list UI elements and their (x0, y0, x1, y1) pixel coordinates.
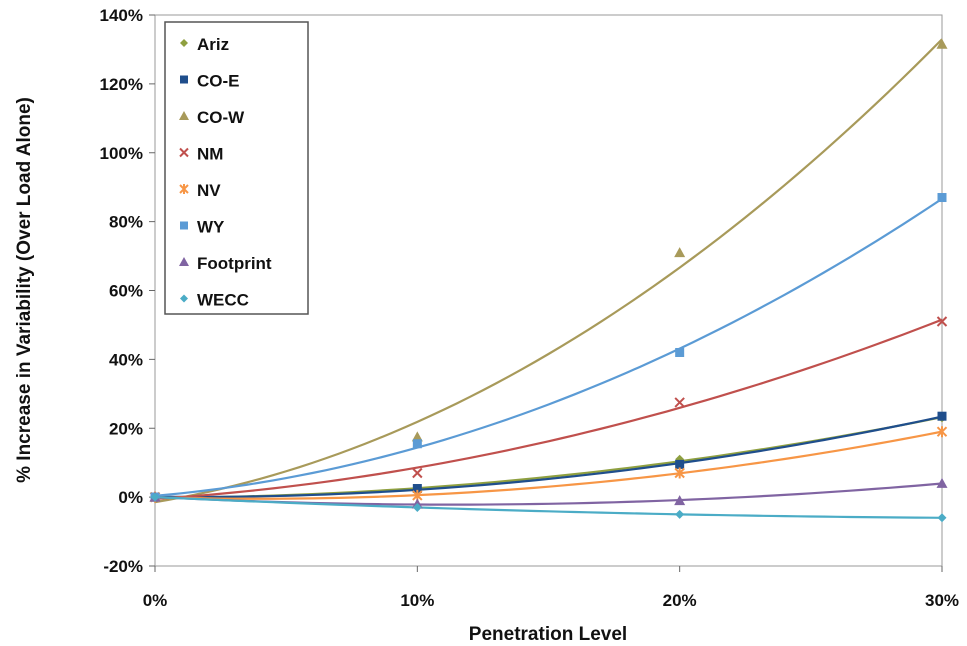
legend-marker-nv (179, 184, 189, 194)
x-tick-label: 20% (663, 591, 697, 610)
y-tick-label: 0% (118, 488, 143, 507)
point-co-e (937, 411, 947, 421)
y-tick-label: 140% (100, 6, 143, 25)
point-wecc (937, 513, 947, 523)
point-footprint (674, 495, 686, 506)
point-co-e (412, 484, 422, 494)
point-nv (936, 426, 948, 438)
point-co-w (936, 38, 948, 49)
x-tick-label: 0% (143, 591, 168, 610)
legend-marker-wecc (180, 294, 188, 303)
trendline-nv (154, 430, 943, 500)
legend-label-footprint: Footprint (197, 254, 272, 273)
y-tick-label: 100% (100, 144, 143, 163)
y-axis-title: % Increase in Variability (Over Load Alo… (14, 97, 35, 483)
point-nv (674, 467, 685, 479)
point-nm (412, 467, 423, 479)
legend-marker-nm (179, 147, 189, 158)
point-footprint (936, 477, 948, 488)
point-wecc (150, 492, 160, 502)
y-axis: -20% 0% 20% 40% 60% 80% 100% 120% 140% (100, 6, 155, 576)
y-tick-label: 80% (109, 213, 143, 232)
point-co-e (675, 459, 685, 469)
legend-marker-co-w (179, 111, 189, 120)
trendline-wy (154, 197, 943, 497)
x-axis-title: Penetration Level (469, 624, 627, 645)
trendline-co-e (154, 415, 943, 499)
legend-label-nv: NV (197, 181, 221, 200)
legend-label-co-e: CO-E (197, 72, 240, 91)
point-wecc (675, 509, 685, 519)
y-tick-label: 60% (109, 282, 143, 301)
y-tick-label: 120% (100, 75, 143, 94)
point-wecc (412, 502, 422, 512)
trendline-nm (154, 318, 943, 501)
legend-marker-co-e (180, 75, 188, 84)
legend-marker-wy (180, 221, 188, 230)
point-wy (412, 439, 422, 449)
trendline-co-w (154, 38, 943, 504)
x-tick-label: 10% (400, 591, 434, 610)
legend-label-nm: NM (197, 145, 223, 164)
trendlines (154, 38, 943, 519)
point-wy (675, 347, 685, 357)
legend-label-wy: WY (197, 218, 225, 237)
point-nm (674, 397, 685, 408)
y-tick-label: 40% (109, 350, 143, 369)
point-wy (937, 193, 947, 203)
data-points (149, 38, 948, 523)
legend-box (164, 21, 309, 315)
y-tick-label: -20% (103, 557, 143, 576)
y-tick-label: 20% (109, 419, 143, 438)
point-co-w (411, 431, 423, 442)
legend-label-co-w: CO-W (197, 108, 245, 127)
legend: Ariz CO-E CO-W NM NV WY Footprint WECC (164, 21, 309, 315)
point-co-w (674, 247, 686, 258)
x-axis: 0% 10% 20% 30% (143, 566, 959, 610)
legend-label-wecc: WECC (197, 291, 249, 310)
legend-label-ariz: Ariz (197, 35, 229, 54)
legend-marker-footprint (179, 257, 189, 266)
trendline-wecc (154, 496, 943, 519)
point-nm (936, 316, 948, 327)
x-tick-label: 30% (925, 591, 959, 610)
legend-marker-ariz (180, 39, 188, 47)
